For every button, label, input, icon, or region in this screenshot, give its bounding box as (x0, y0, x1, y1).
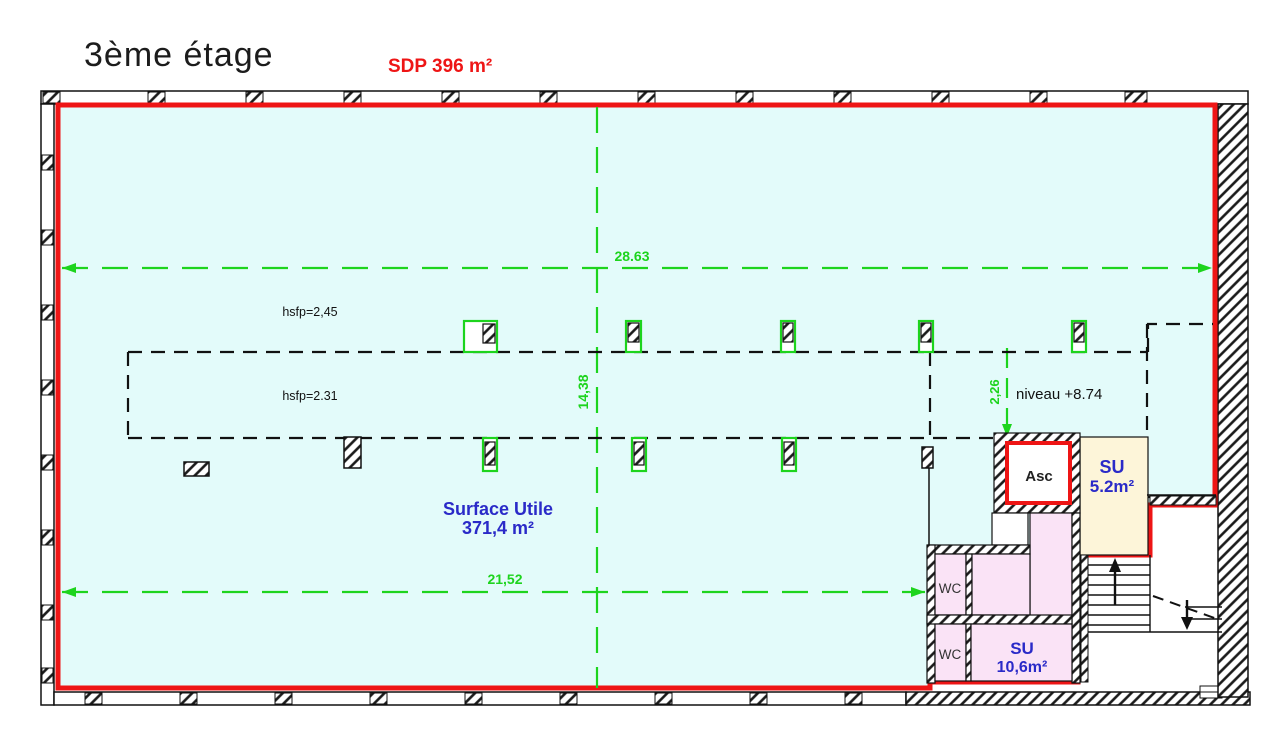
exterior-walls (40, 90, 1251, 706)
room-elevator (1005, 441, 1072, 505)
columns (183, 319, 1088, 546)
su-small-value: 5.2m² (1090, 477, 1135, 496)
dim-height-main: 14,38 (575, 374, 591, 409)
elevator-label: Asc (1025, 468, 1053, 485)
surface-utile-label: Surface Utile (443, 499, 553, 519)
dim-height-recess: 2,26 (987, 379, 1002, 404)
plan-labels: 28.63 14,38 21,52 2,26 hsfp=2,45 hsfp=2.… (282, 248, 1134, 676)
dimension-lines (62, 107, 1212, 688)
hsfp-lower-label: hsfp=2.31 (282, 389, 337, 403)
staircase (1080, 494, 1222, 683)
room-su-lower (970, 623, 1073, 682)
su-lower-label: SU (1010, 639, 1034, 658)
dim-width-main: 28.63 (614, 248, 649, 264)
surface-utile-value: 371,4 m² (462, 518, 534, 538)
niveau-label: niveau +8.74 (1016, 386, 1102, 403)
su-lower-value: 10,6m² (997, 659, 1048, 676)
room-wc-upper (934, 553, 967, 616)
hsfp-upper-label: hsfp=2,45 (282, 305, 337, 319)
service-block (926, 432, 1149, 684)
wc-lower-label: WC (939, 647, 962, 662)
dimension-arrowheads (62, 263, 1212, 597)
sdp-area-label: SDP 396 m² (388, 56, 493, 77)
room-wc-lower (934, 623, 967, 682)
page-title: 3ème étage (84, 36, 274, 74)
su-small-label: SU (1099, 457, 1124, 477)
bottom-wall-ticks (84, 692, 863, 705)
wc-upper-label: WC (939, 581, 962, 596)
dim-width-lower: 21,52 (487, 571, 522, 587)
room-su-small (1079, 436, 1149, 556)
left-wall-ticks (41, 154, 54, 684)
